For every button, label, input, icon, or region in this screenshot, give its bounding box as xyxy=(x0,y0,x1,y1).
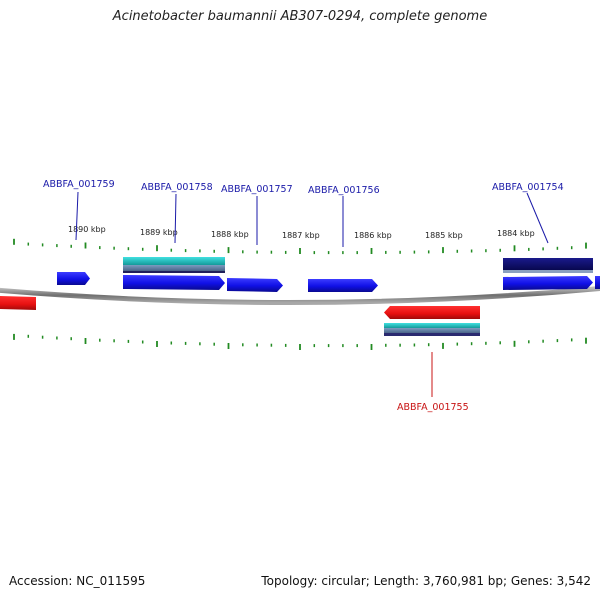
forward-gene-arrow[interactable] xyxy=(595,276,600,289)
gene-label[interactable]: ABBFA_001755 xyxy=(397,402,469,413)
scale-label: 1888 kbp xyxy=(211,230,249,239)
reverse-cds-track xyxy=(384,323,480,336)
gene-label[interactable]: ABBFA_001758 xyxy=(141,182,213,193)
scale-label: 1890 kbp xyxy=(68,225,106,234)
map-title: Acinetobacter baumannii AB307-0294, comp… xyxy=(112,9,488,24)
cds-feature[interactable] xyxy=(384,328,480,333)
forward-gene-arrow[interactable] xyxy=(123,275,225,290)
cds-feature[interactable] xyxy=(503,270,593,273)
forward-gene-arrow[interactable] xyxy=(503,276,593,290)
inner-scale-ticks xyxy=(13,333,587,350)
forward-gene-arrow[interactable] xyxy=(308,279,378,292)
gene-label[interactable]: ABBFA_001754 xyxy=(492,182,564,193)
scale-label: 1885 kbp xyxy=(425,231,463,240)
cds-feature[interactable] xyxy=(123,257,225,265)
label-leader-line xyxy=(174,193,177,244)
cds-feature[interactable] xyxy=(384,333,480,336)
scale-label: 1886 kbp xyxy=(354,231,392,240)
scale-label: 1884 kbp xyxy=(497,229,535,238)
label-leader-line xyxy=(75,191,79,241)
cds-feature[interactable] xyxy=(384,323,480,328)
scale-label: 1887 kbp xyxy=(282,231,320,240)
label-leader-line xyxy=(526,192,549,244)
forward-cds-track xyxy=(123,257,593,273)
forward-gene-arrow[interactable] xyxy=(227,278,283,292)
cds-feature[interactable] xyxy=(123,265,225,271)
accession-text: Accession: NC_011595 xyxy=(9,574,146,588)
genome-backbone xyxy=(0,285,600,306)
reverse-gene-arrow[interactable] xyxy=(384,306,480,319)
reverse-gene-arrow[interactable] xyxy=(0,296,36,310)
gene-label[interactable]: ABBFA_001756 xyxy=(308,185,380,196)
gene-label[interactable]: ABBFA_001759 xyxy=(43,179,115,190)
gene-label-leaders xyxy=(75,191,549,397)
cds-feature[interactable] xyxy=(503,258,593,270)
cds-feature[interactable] xyxy=(123,271,225,273)
forward-gene-track xyxy=(57,272,600,292)
genome-summary-text: Topology: circular; Length: 3,760,981 bp… xyxy=(261,574,591,588)
forward-gene-arrow[interactable] xyxy=(57,272,90,285)
gene-labels: ABBFA_001759 ABBFA_001758 ABBFA_001757 A… xyxy=(43,179,564,413)
scale-labels: 1890 kbp 1889 kbp 1888 kbp 1887 kbp 1886… xyxy=(68,225,535,240)
gene-label[interactable]: ABBFA_001757 xyxy=(221,184,293,195)
scale-label: 1889 kbp xyxy=(140,228,178,237)
outer-scale-ticks xyxy=(13,238,587,255)
reverse-gene-track xyxy=(0,296,480,319)
